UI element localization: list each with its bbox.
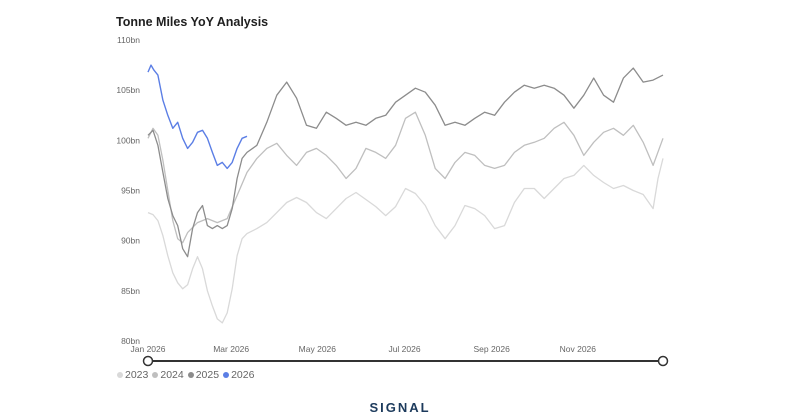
legend-item-2025[interactable]: 2025 [187,369,220,381]
y-tick-label: 110bn [117,35,140,45]
series-line-2023[interactable] [147,158,664,324]
range-slider-end-handle[interactable] [657,355,669,367]
legend-label: 2025 [195,369,220,381]
x-tick-label: Nov 2026 [560,344,597,354]
legend: 2023 2024 2025 2026 [117,369,254,381]
y-tick-label: 85bn [121,286,140,296]
x-tick-label: Sep 2026 [473,344,510,354]
brand-logo: SIGNAL [369,400,431,415]
range-slider-start-handle[interactable] [142,355,154,367]
legend-dot-icon [117,372,123,378]
y-tick-label: 90bn [121,236,140,246]
x-tick-label: Mar 2026 [213,344,249,354]
legend-dot-icon [152,372,159,378]
legend-label: 2024 [160,369,184,381]
legend-dot-icon [223,372,230,378]
x-tick-label: Jan 2026 [131,344,166,354]
chart-title: Tonne Miles YoY Analysis [116,15,269,29]
legend-item-2023[interactable]: 2023 [117,369,148,381]
x-tick-label: May 2026 [299,344,337,354]
y-tick-label: 105bn [116,85,140,95]
series-line-2026[interactable] [147,64,248,170]
y-tick-label: 95bn [121,186,140,196]
x-tick-label: Jul 2026 [388,344,420,354]
legend-item-2024[interactable]: 2024 [152,369,184,381]
legend-label: 2023 [125,369,149,381]
series-line-2024[interactable] [147,111,664,244]
y-axis: 80bn 85bn 90bn 95bn 100bn 105bn 110bn [116,35,140,346]
series-lines [147,64,664,324]
legend-dot-icon [187,372,194,378]
y-tick-label: 100bn [116,135,140,145]
y-tick-label: 80bn [121,336,140,346]
legend-label: 2026 [231,369,255,381]
line-chart: 80bn 85bn 90bn 95bn 100bn 105bn 110bn Jan 2026… [116,35,669,367]
x-axis: Jan 2026 Mar 2026 May 2026 Jul 2026 Sep 2026… [131,344,597,354]
range-slider[interactable] [142,355,669,367]
series-line-2025[interactable] [147,67,664,258]
legend-item-2026[interactable]: 2026 [223,369,254,381]
